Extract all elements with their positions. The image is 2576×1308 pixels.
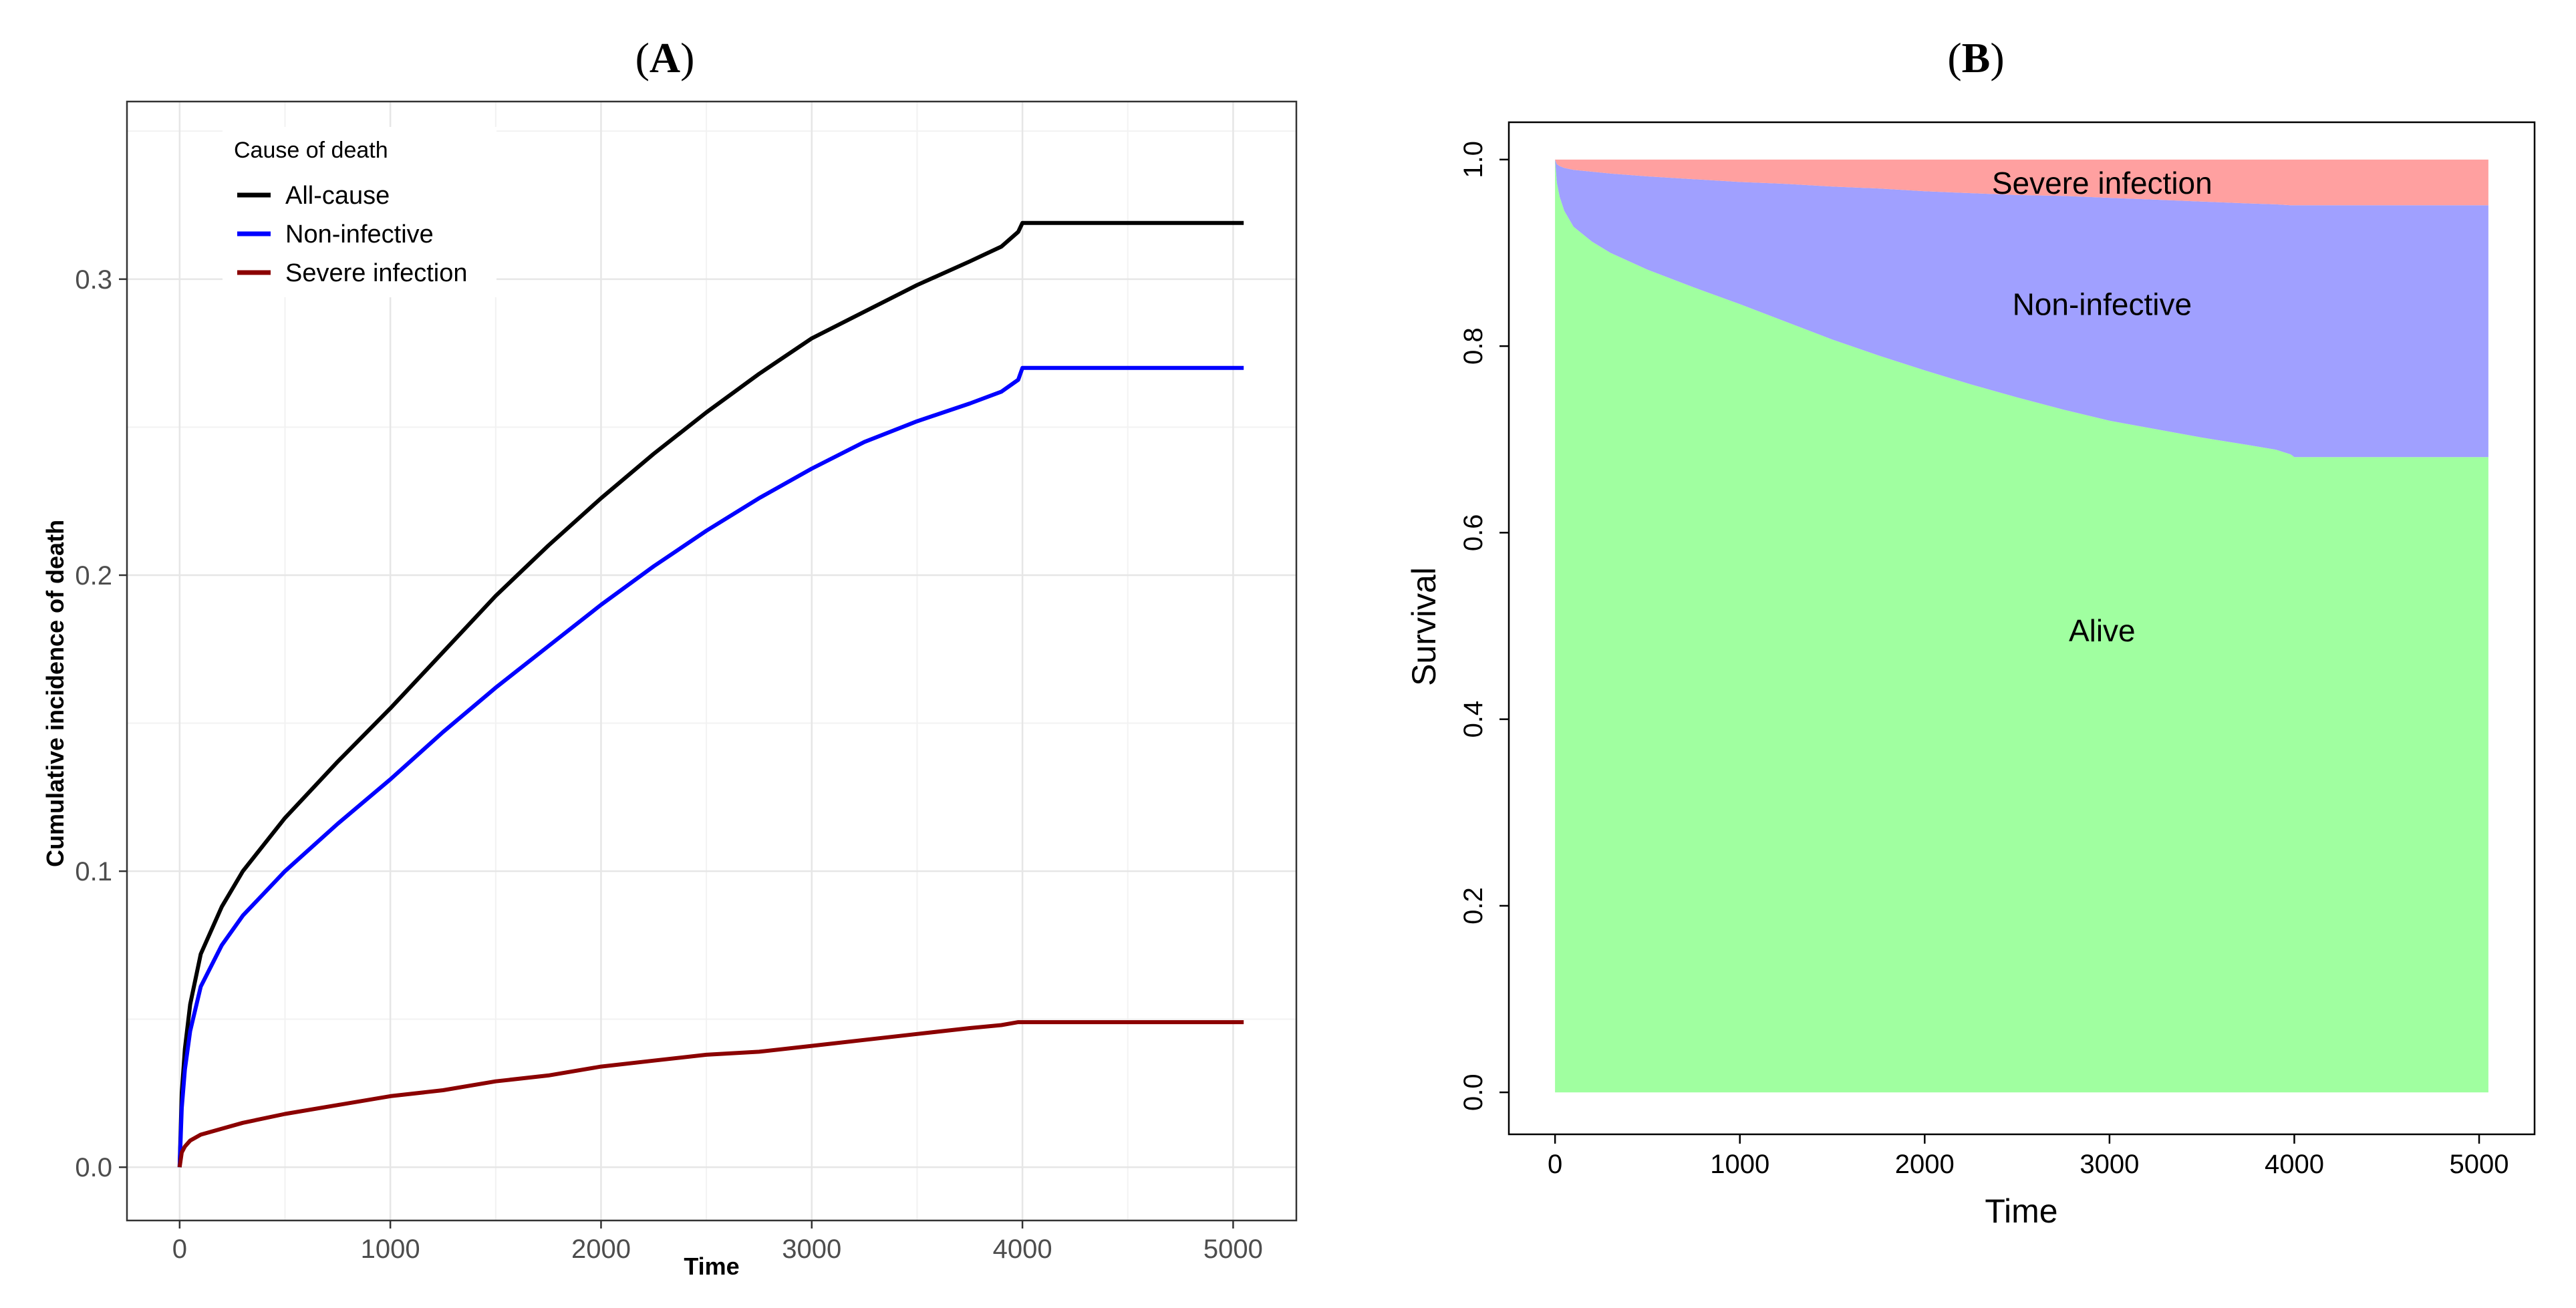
panel-b-x-axis: 0 1000 2000 3000 4000 5000	[1548, 1134, 2509, 1179]
x-tick-label: 1000	[1710, 1150, 1769, 1179]
region-label: Severe infection	[1992, 166, 2212, 200]
y-tick-label: 0.1	[75, 857, 112, 886]
region-label: Non-infective	[2013, 287, 2192, 321]
legend-label: All-cause	[285, 182, 390, 210]
panel-a-legend: Cause of death All-cause Non-infective Sev…	[223, 127, 496, 297]
region-label: Alive	[2069, 613, 2136, 648]
x-tick-label: 0	[1548, 1150, 1562, 1179]
panel-a-title-close: )	[680, 34, 694, 81]
legend-label: Severe infection	[285, 259, 468, 287]
y-tick-label: 0.0	[75, 1153, 112, 1182]
panel-b-title-close: )	[1990, 34, 2004, 81]
panel-a-title-open: (	[635, 34, 650, 81]
legend-entries: All-cause Non-infective Severe infection	[237, 182, 468, 287]
y-tick-label: 0.8	[1459, 327, 1488, 365]
panel-b-y-axis-label: Survival	[1405, 567, 1443, 686]
y-tick-label: 0.6	[1459, 514, 1488, 552]
panel-b-title: (B)	[1947, 34, 2004, 81]
panel-a-x-axis-label: Time	[684, 1253, 739, 1280]
x-tick-label: 4000	[993, 1235, 1052, 1264]
legend-label: Non-infective	[285, 220, 434, 249]
x-tick-label: 0	[172, 1235, 187, 1264]
panel-b-region-labels: Severe infection Non-infective Alive	[1992, 166, 2212, 648]
y-tick-label: 0.4	[1459, 701, 1488, 738]
area-alive	[1555, 159, 2488, 1093]
panel-b-title-letter: B	[1962, 34, 1991, 81]
x-tick-label: 1000	[361, 1235, 420, 1264]
x-tick-label: 2000	[571, 1235, 631, 1264]
y-tick-label: 0.3	[75, 265, 112, 295]
panel-a-title-letter: A	[650, 34, 680, 81]
panel-b-areas	[1555, 159, 2488, 1093]
panel-b-plot-border	[1508, 121, 2536, 1136]
x-tick-label: 2000	[1895, 1150, 1955, 1179]
panel-b-title-open: (	[1947, 34, 1961, 81]
panel-a-series	[177, 220, 1244, 1168]
panel-a-y-axis: 0.0 0.1 0.2 0.3	[75, 265, 127, 1182]
x-tick-label: 4000	[2265, 1150, 2324, 1179]
panel-a-plot-border	[126, 100, 1298, 1222]
panel-b-x-axis-label: Time	[1985, 1192, 2057, 1230]
area-severe-infection	[1555, 159, 2488, 206]
x-tick-label: 3000	[2080, 1150, 2139, 1179]
x-tick-label: 5000	[2450, 1150, 2509, 1179]
y-tick-label: 0.0	[1459, 1074, 1488, 1111]
panel-a-x-axis: 0 1000 2000 3000 4000 5000	[172, 1220, 1263, 1264]
series-line-severe-infection	[177, 1020, 1244, 1168]
area-non-infective	[1555, 159, 2488, 458]
series-line-non-infective	[177, 365, 1244, 1168]
panel-a-chart: 0 1000 2000 3000 4000 5000 0.00.10.20.3 Time …	[41, 100, 1298, 1280]
panel-b-chart: Severe infection Non-infective Alive 0 1000…	[1405, 121, 2536, 1230]
y-tick-label: 0.2	[75, 561, 112, 591]
x-tick-label: 3000	[782, 1235, 841, 1264]
panel-a-title: (A)	[635, 34, 695, 81]
legend-title: Cause of death	[234, 138, 388, 163]
y-tick-label: 0.2	[1459, 887, 1488, 925]
y-tick-label: 1.0	[1459, 141, 1488, 178]
x-tick-label: 5000	[1203, 1235, 1263, 1264]
panel-b-y-axis: 0.0 0.2 0.4 0.6 0.8 1.0	[1459, 141, 1509, 1111]
panel-a-y-axis-label: Cumulative incidence of death	[41, 520, 69, 867]
series-line-all-cause	[177, 220, 1244, 1168]
legend-background	[223, 127, 496, 297]
